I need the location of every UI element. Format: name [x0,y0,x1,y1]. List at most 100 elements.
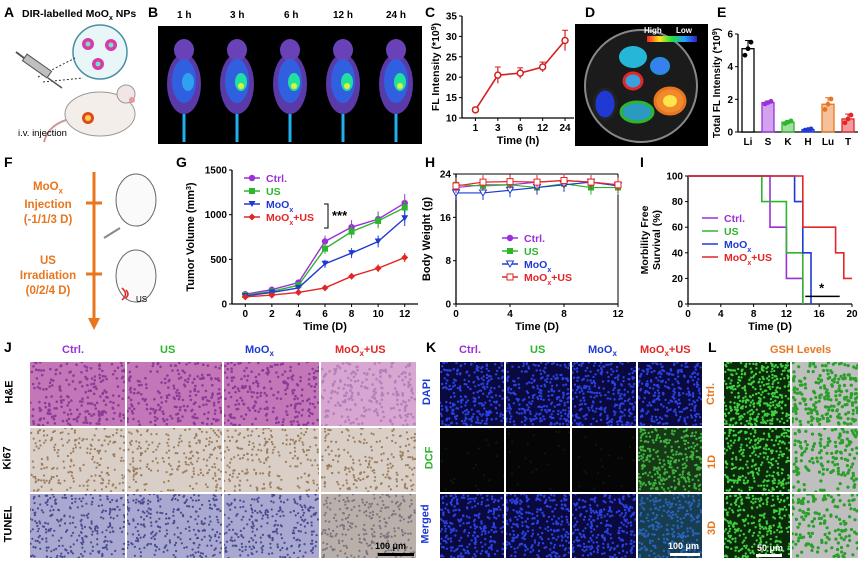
time-label-3h: 3 h [230,10,245,21]
data-dot [842,120,848,126]
y-tick-label: 8 [445,256,451,267]
mouse-icon [43,84,136,143]
marker [374,238,382,245]
histology-tile-r0-c2 [224,362,319,426]
j-col-ctrl: Ctrl. [62,344,84,356]
mouse-fluorescence-image [220,39,254,142]
injection-label: i.v. injection [18,128,67,139]
marker [268,291,276,299]
y-tick-label: 30 [446,32,458,43]
x-tick-label: 12 [781,309,793,320]
panel-l-gsh [724,362,860,560]
j-col-moous: MoOx+US [335,344,386,359]
x-tick-label: 20 [846,309,858,320]
data-point [516,69,524,77]
x-tick-label: 8 [349,309,355,320]
x-tick-label: 16 [814,309,826,320]
chart-h: 0 4 8 12 0 8 16 24 Time (D) Body Weight (g) Ctrl.U… [421,170,624,334]
survival-step [688,175,812,304]
histology-tile-r2-c1 [127,494,222,558]
marker [294,288,302,296]
y-tick-label: 0 [221,300,227,311]
j-row-ki67: Ki67 [1,446,14,470]
colorbar-high: High [644,26,662,35]
histology-tile-r0-c3 [321,362,416,426]
y-tick-label: 80 [672,197,684,208]
x-axis-label: Time (D) [303,321,347,333]
marker [587,178,595,186]
y-tick-label: 500 [210,255,227,266]
panel-label-l: L [708,339,717,355]
fluorescence-tile-r2-c0 [440,494,504,558]
fluorescence-tile-r0-c2 [572,362,636,426]
syringe-icon [15,51,63,89]
gsh-tile-r1-c0 [724,428,790,492]
k-col-moo: MoOx [588,344,617,359]
gsh-tile-r1-c1 [792,428,858,492]
y-tick-label: 10 [446,114,458,125]
mouse-fluorescence-image [167,39,201,142]
data-dot [808,126,814,132]
marker [401,254,409,262]
chart-c: 1 3 6 12 24 10 15 20 25 30 35 Time (h) FL Intensity … [430,12,574,147]
panel-a-illustration [15,24,136,143]
mouse-fluorescence-image [326,39,360,142]
gsh-tile-r2-c1 [792,494,858,558]
category-label: K [784,137,792,148]
l-row-ctrl: Ctrl. [705,383,717,405]
y-tick-label: 35 [446,12,458,23]
fluorescence-tile-r2-c2 [572,494,636,558]
marker [248,213,256,221]
fluorescence-tile-r0-c1 [506,362,570,426]
data-dot [748,39,754,45]
marker [294,284,302,291]
category-label: Lu [822,137,834,148]
data-point [538,63,547,71]
data-dot [822,107,828,112]
y-tick-label: 0 [677,300,683,311]
scale-bar [670,553,700,556]
data-dot [742,52,748,58]
legend-label: MoOx+US [266,212,314,227]
y-axis-label: Morbility FreeSurvival (%) [639,205,663,274]
y-axis-label: FL Intensity (*109) [430,23,442,111]
fluorescence-tile-r1-c0 [440,428,504,492]
x-axis-label: Time (D) [515,321,559,333]
marker [506,178,514,186]
data-dot [745,46,751,52]
x-tick-label: 0 [453,309,459,320]
marker [507,248,513,254]
y-tick-label: 15 [446,93,458,104]
histology-tile-r1-c2 [224,428,319,492]
k-col-moous: MoOx+US [640,344,691,359]
panel-a-title: DIR-labelled MoOx NPs [22,8,137,23]
y-tick-label: 6 [727,30,733,41]
significance-label: * [819,280,825,295]
x-tick-label: 2 [269,309,275,320]
marker [478,189,488,197]
time-label-1h: 1 h [177,10,192,21]
x-tick-label: 12 [399,309,411,320]
marker [348,228,355,235]
mouse-fluorescence-image [379,39,413,142]
x-tick-label: 8 [751,309,757,320]
legend-label: US [266,186,281,198]
y-tick-label: 100 [666,172,683,183]
panel-d-imaging [575,24,708,146]
x-tick-label: 10 [373,309,385,320]
category-label: Li [744,137,753,148]
fluorescence-tile-r1-c2 [572,428,636,492]
marker [321,238,329,245]
l-scale-label: 50 μm [757,543,784,553]
panel-label-j: J [4,339,12,355]
x-tick-label: 4 [507,309,513,320]
x-tick-label: 12 [612,309,624,320]
mouse-sketch-icon [103,173,157,303]
chart-g: 0 2 4 6 8 10 12 0 500 1000 1500 Time (D) Tumor Volum… [185,166,418,333]
marker [505,260,515,268]
l-row-3d: 3D [706,520,719,536]
j-row-tunel: TUNEL [2,505,15,543]
panel-label-h: H [425,154,436,170]
marker [249,188,255,194]
category-label: S [765,137,772,148]
